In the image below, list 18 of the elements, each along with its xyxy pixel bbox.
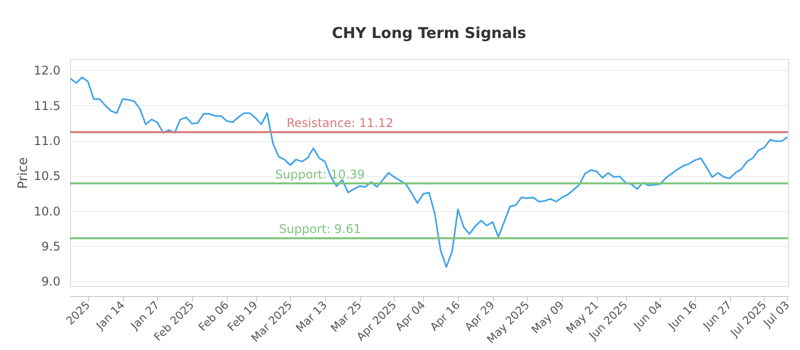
y-tick-label: 11.0 bbox=[34, 134, 60, 148]
y-tick-label: 10.0 bbox=[34, 204, 60, 218]
x-tick-label: Jun 04 bbox=[630, 298, 665, 333]
x-tick-label: Jan 14 bbox=[93, 298, 128, 333]
ref-line-label: Resistance: 11.12 bbox=[286, 116, 394, 130]
y-tick-label: 9.0 bbox=[41, 274, 60, 289]
y-tick-label: 11.5 bbox=[34, 98, 60, 113]
chart-title: CHY Long Term Signals bbox=[332, 24, 526, 42]
line-series bbox=[70, 76, 788, 268]
y-tick-label: 12.0 bbox=[34, 64, 60, 78]
ref-line-label: Support: 10.39 bbox=[275, 167, 365, 182]
y-axis-title: Price bbox=[16, 157, 31, 189]
ref-line-label: Support: 9.61 bbox=[278, 222, 362, 236]
x-tick-label: Mar 13 bbox=[293, 298, 330, 335]
y-tick-label: 10.5 bbox=[34, 169, 60, 184]
x-tick-label: Apr 16 bbox=[428, 298, 463, 334]
y-tick-label: 9.5 bbox=[41, 239, 60, 254]
x-tick-label: Jun 16 bbox=[665, 298, 700, 333]
